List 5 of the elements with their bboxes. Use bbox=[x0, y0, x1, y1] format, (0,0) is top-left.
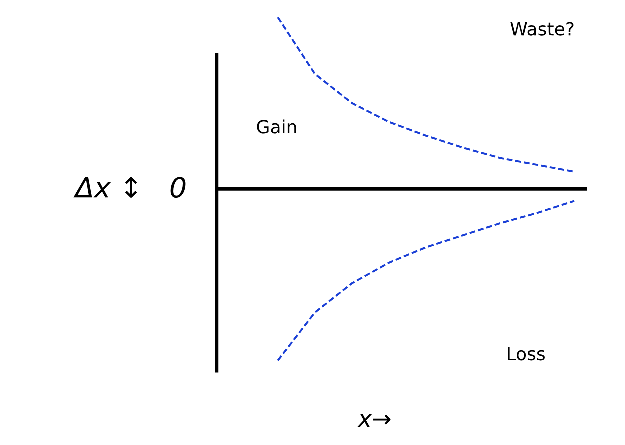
annotation: Gain bbox=[257, 120, 296, 134]
y-axis-title: Δx ↕ 0 bbox=[74, 177, 186, 198]
x-axis-title: x→ bbox=[358, 414, 391, 428]
annotation: Waste? bbox=[510, 22, 574, 36]
annotation: Loss bbox=[508, 347, 545, 361]
